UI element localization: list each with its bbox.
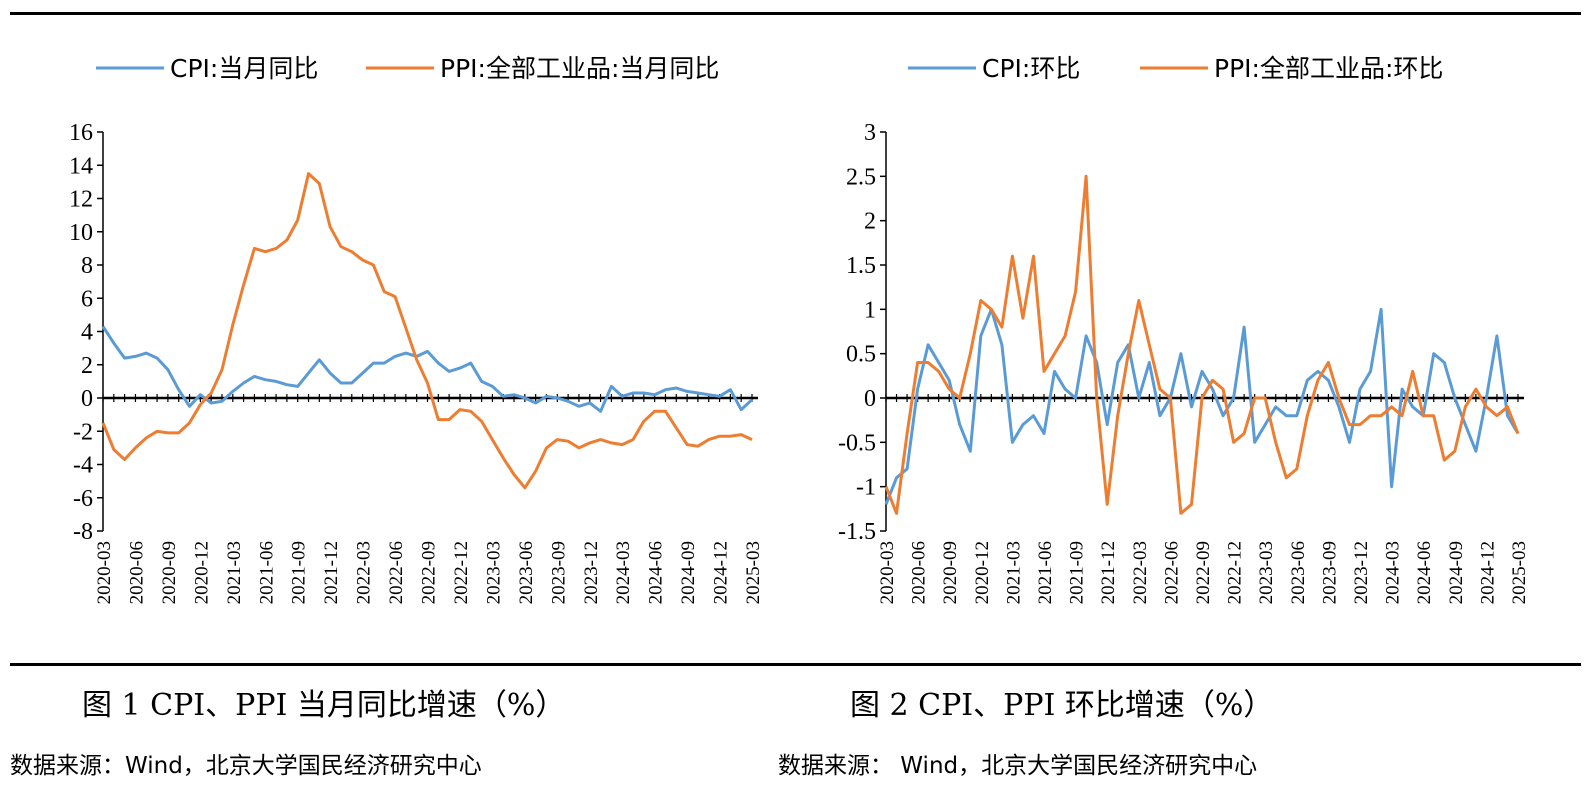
x-tick-label: 2020-12 xyxy=(972,541,993,604)
y-tick-label: -6 xyxy=(73,486,93,512)
x-tick-label: 2022-12 xyxy=(451,541,472,604)
x-tick-label: 2020-12 xyxy=(191,541,212,604)
y-tick-label: 6 xyxy=(81,286,93,312)
y-tick-label: 1.5 xyxy=(846,253,876,279)
y-tick-label: -1.5 xyxy=(838,519,876,545)
x-tick-label: 2025-03 xyxy=(743,541,764,604)
y-tick-label: 0 xyxy=(864,386,876,412)
chart-panel-1: CPI:当月同比 PPI:全部工业品:当月同比 16 14 12 10 8 6 4 2 0 -2 -4 -… xyxy=(0,0,790,660)
x-tick-label: 2024-03 xyxy=(1383,541,1404,604)
y-tick-label: 0.5 xyxy=(846,342,876,368)
y-tick-label: 3 xyxy=(864,120,876,146)
x-tick-label: 2024-09 xyxy=(1446,541,1467,604)
bottom-rule xyxy=(10,663,1581,666)
x-tick-label: 2021-09 xyxy=(289,541,310,604)
x-tick-label: 2023-09 xyxy=(1319,541,1340,604)
x-tick-label: 2023-06 xyxy=(1288,541,1309,604)
x-tick-label: 2025-03 xyxy=(1509,541,1530,604)
figure-2-source: 数据来源： Wind，北京大学国民经济研究中心 xyxy=(778,753,1258,779)
figure-1-caption: 图 1 CPI、PPI 当月同比增速（%） xyxy=(82,688,566,723)
y-tick-label: 1 xyxy=(864,297,876,323)
figure-2-caption: 图 2 CPI、PPI 环比增速（%） xyxy=(850,688,1274,723)
series-line-0 xyxy=(101,325,754,413)
x-tick-label: 2021-03 xyxy=(1003,541,1024,604)
legend-label-0: CPI:当月同比 xyxy=(170,54,318,83)
y-tick-label: 14 xyxy=(69,153,93,179)
x-tick-label: 2020-03 xyxy=(94,541,115,604)
x-tick-label: 2022-03 xyxy=(1130,541,1151,604)
y-tick-label: 10 xyxy=(69,220,93,246)
x-tick-label: 2021-06 xyxy=(256,541,277,604)
series-line-1 xyxy=(884,174,1520,515)
legend-label-1: PPI:全部工业品:当月同比 xyxy=(440,54,719,83)
x-tick-label: 2021-12 xyxy=(321,541,342,604)
x-tick-label: 2024-03 xyxy=(613,541,634,604)
chart-1-svg: CPI:当月同比 PPI:全部工业品:当月同比 16 14 12 10 8 6 4 2 0 -2 -4 -… xyxy=(69,54,764,604)
x-tick-label: 2020-06 xyxy=(909,541,930,604)
y-tick-label: 8 xyxy=(81,253,93,279)
x-tick-label: 2024-06 xyxy=(1414,541,1435,604)
x-tick-label: 2020-09 xyxy=(940,541,961,604)
legend-label-0: CPI:环比 xyxy=(982,54,1080,83)
x-tick-label: 2023-12 xyxy=(1351,541,1372,604)
y-tick-label: -1 xyxy=(856,475,876,501)
x-tick-label: 2021-06 xyxy=(1035,541,1056,604)
x-tick-label: 2023-06 xyxy=(516,541,537,604)
x-tick-label: 2021-03 xyxy=(224,541,245,604)
y-tick-label: -2 xyxy=(73,419,93,445)
x-tick-label: 2023-09 xyxy=(548,541,569,604)
x-tick-label: 2020-09 xyxy=(159,541,180,604)
x-tick-label: 2024-06 xyxy=(646,541,667,604)
x-tick-label: 2022-09 xyxy=(419,541,440,604)
y-tick-label: 2 xyxy=(81,353,93,379)
x-tick-label: 2022-06 xyxy=(1161,541,1182,604)
x-tick-label: 2024-12 xyxy=(1477,541,1498,604)
y-tick-label: 12 xyxy=(69,187,93,213)
y-tick-label: -4 xyxy=(73,453,93,479)
chart-2-svg: CPI:环比 PPI:全部工业品:环比 3 2.5 2 1.5 1 0.5 0 -0.5 -1 -1.… xyxy=(838,54,1530,604)
x-tick-label: 2022-09 xyxy=(1193,541,1214,604)
x-tick-label: 2024-12 xyxy=(711,541,732,604)
x-tick-label: 2020-06 xyxy=(126,541,147,604)
figure-1-source: 数据来源：Wind，北京大学国民经济研究中心 xyxy=(10,753,482,779)
x-tick-label: 2024-09 xyxy=(678,541,699,604)
x-tick-label: 2021-09 xyxy=(1067,541,1088,604)
x-tick-label: 2022-12 xyxy=(1225,541,1246,604)
y-tick-label: 2.5 xyxy=(846,164,876,190)
y-tick-label: 2 xyxy=(864,209,876,235)
y-tick-label: -0.5 xyxy=(838,430,876,456)
chart-panel-2: CPI:环比 PPI:全部工业品:环比 3 2.5 2 1.5 1 0.5 0 -0.5 -1 -1.… xyxy=(790,0,1570,660)
series-line-1 xyxy=(101,172,753,490)
x-tick-label: 2023-03 xyxy=(483,541,504,604)
top-rule xyxy=(10,12,1581,15)
y-tick-label: 4 xyxy=(81,320,93,346)
x-tick-label: 2020-03 xyxy=(877,541,898,604)
y-tick-label: 0 xyxy=(81,386,93,412)
x-tick-label: 2023-12 xyxy=(581,541,602,604)
x-tick-label: 2022-03 xyxy=(354,541,375,604)
y-tick-label: 16 xyxy=(69,120,93,146)
x-tick-label: 2023-03 xyxy=(1256,541,1277,604)
x-tick-label: 2022-06 xyxy=(386,541,407,604)
x-tick-label: 2021-12 xyxy=(1098,541,1119,604)
y-tick-label: -8 xyxy=(73,519,93,545)
legend-label-1: PPI:全部工业品:环比 xyxy=(1214,54,1443,83)
